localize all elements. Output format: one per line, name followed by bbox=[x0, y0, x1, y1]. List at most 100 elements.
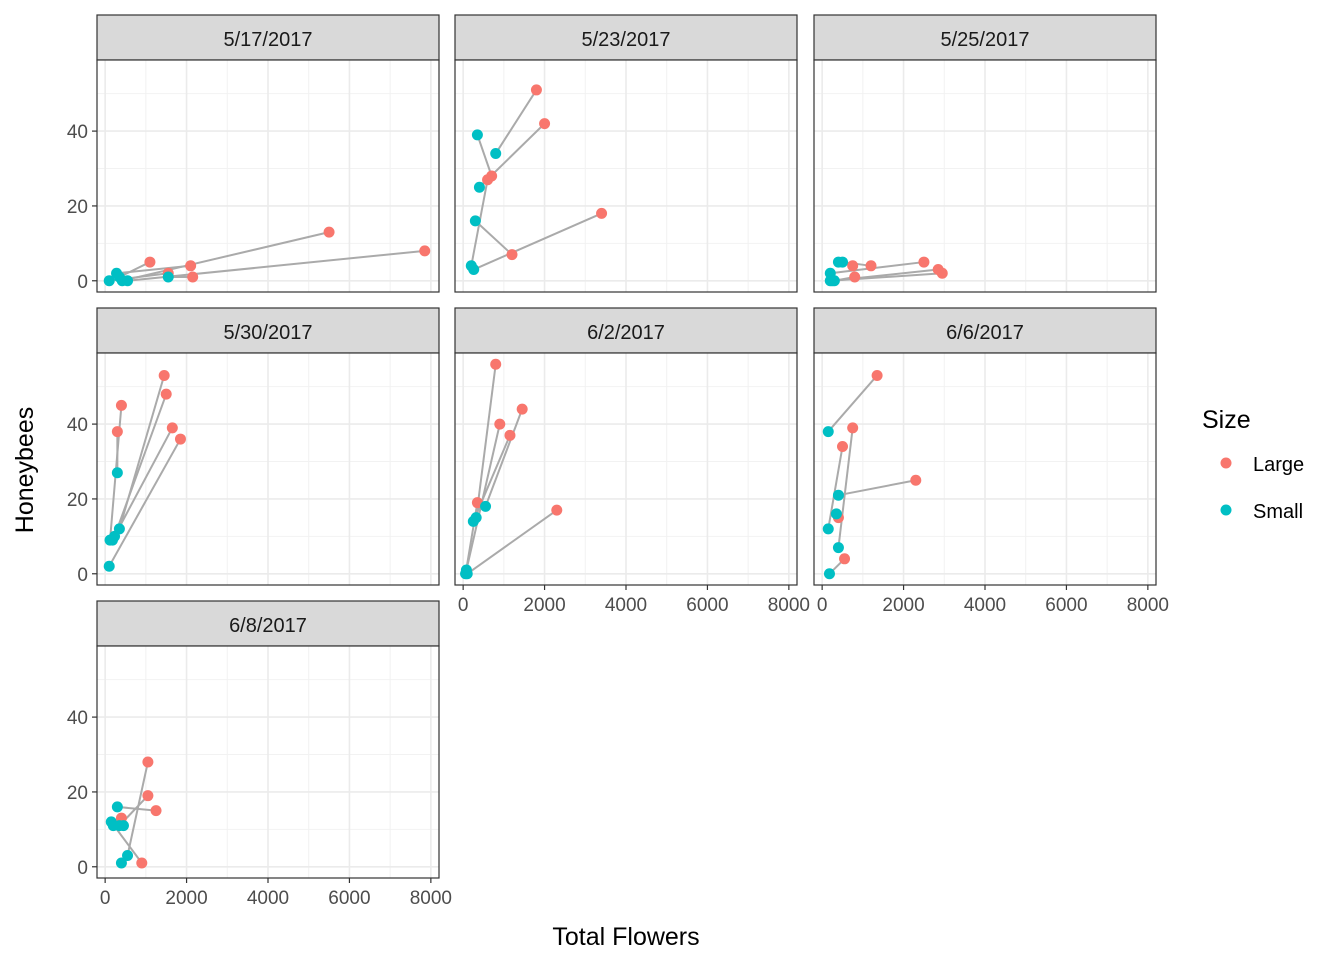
data-point-large bbox=[539, 118, 551, 130]
data-point-large bbox=[839, 553, 851, 565]
data-point-large bbox=[136, 857, 148, 869]
data-point-large bbox=[115, 399, 127, 411]
data-point-large bbox=[150, 805, 162, 817]
connector-line bbox=[494, 89, 538, 155]
legend-key-large bbox=[1220, 457, 1232, 469]
data-point-large bbox=[849, 271, 861, 283]
data-point-large bbox=[596, 207, 608, 219]
panel-4: 5/30/2017 0 20 40 bbox=[67, 307, 440, 586]
panel-2: 5/23/2017 bbox=[454, 14, 798, 293]
y-tick-label: 0 bbox=[77, 858, 88, 879]
data-point-large bbox=[419, 245, 431, 257]
panel-title: 5/23/2017 bbox=[582, 29, 671, 51]
data-point-large bbox=[482, 174, 494, 186]
panel-strip bbox=[454, 307, 798, 354]
x-tick-label: 4000 bbox=[605, 595, 647, 616]
panel-strip bbox=[96, 600, 440, 647]
x-tick-label: 4000 bbox=[247, 888, 289, 909]
data-point-large bbox=[174, 433, 186, 445]
data-point-small bbox=[115, 857, 127, 869]
data-point-large bbox=[323, 226, 335, 238]
connector-line bbox=[474, 220, 513, 256]
data-point-small bbox=[471, 129, 483, 141]
data-point-small bbox=[822, 426, 834, 438]
data-point-small bbox=[111, 467, 123, 479]
connector-line bbox=[484, 408, 524, 507]
x-tick-label: 8000 bbox=[768, 595, 810, 616]
x-tick-label: 8000 bbox=[410, 888, 452, 909]
x-tick-label: 2000 bbox=[882, 595, 924, 616]
panels-layer: 5/17/2017 0 20 40 5/23/2017 5/25/2017 5/30/201… bbox=[67, 14, 1169, 909]
data-point-small bbox=[823, 568, 835, 580]
connector-line bbox=[475, 364, 497, 518]
data-point-large bbox=[865, 260, 877, 272]
data-point-large bbox=[837, 441, 848, 453]
data-point-small bbox=[832, 542, 844, 554]
x-tick-label: 0 bbox=[100, 888, 111, 909]
panel-title: 6/2/2017 bbox=[587, 322, 665, 344]
connector-line bbox=[108, 438, 182, 567]
panel-title: 5/17/2017 bbox=[224, 29, 313, 51]
legend-label-small: Small bbox=[1253, 501, 1303, 523]
x-tick-label: 0 bbox=[817, 595, 828, 616]
panel-border bbox=[96, 352, 440, 586]
data-point-small bbox=[461, 568, 473, 580]
connector-line bbox=[113, 393, 168, 537]
data-point-small bbox=[473, 181, 485, 193]
data-point-large bbox=[111, 426, 123, 438]
data-point-large bbox=[506, 249, 518, 261]
legend-key-small bbox=[1220, 504, 1232, 516]
connector-line bbox=[837, 427, 854, 548]
panel-border bbox=[454, 59, 798, 293]
data-point-small bbox=[122, 850, 134, 862]
legend-title: Size bbox=[1202, 406, 1251, 434]
data-point-small bbox=[832, 489, 844, 501]
panel-3: 5/25/2017 bbox=[813, 14, 1157, 293]
panel-5: 6/2/2017 0 2000 4000 6000 8000 bbox=[454, 307, 810, 616]
data-point-small bbox=[117, 820, 129, 832]
x-tick-label: 0 bbox=[458, 595, 469, 616]
data-point-large bbox=[187, 271, 199, 283]
panel-title: 5/30/2017 bbox=[224, 322, 313, 344]
connector-line bbox=[466, 509, 558, 575]
data-point-large bbox=[530, 84, 542, 96]
data-point-small bbox=[162, 271, 174, 283]
connector-line bbox=[465, 423, 501, 571]
y-axis-title: Honeybees bbox=[11, 407, 39, 533]
data-point-large bbox=[185, 260, 197, 272]
x-tick-label: 4000 bbox=[964, 595, 1006, 616]
data-point-large bbox=[142, 790, 154, 802]
data-point-small bbox=[467, 515, 479, 527]
connector-line bbox=[827, 446, 844, 530]
data-point-small bbox=[837, 256, 848, 268]
data-point-small bbox=[122, 275, 134, 287]
panel-1: 5/17/2017 0 20 40 bbox=[67, 14, 440, 293]
connector-line bbox=[126, 761, 149, 856]
data-point-large bbox=[142, 756, 154, 768]
connector-line bbox=[476, 134, 493, 177]
data-point-small bbox=[111, 801, 123, 813]
data-point-large bbox=[504, 429, 516, 441]
panel-strip bbox=[96, 307, 440, 354]
connector-line bbox=[830, 261, 925, 275]
connector-line bbox=[838, 479, 916, 497]
data-point-large bbox=[144, 256, 156, 268]
data-point-large bbox=[871, 369, 883, 381]
panel-border bbox=[813, 59, 1157, 293]
connector-line bbox=[122, 231, 330, 282]
panel-strip bbox=[454, 14, 798, 61]
y-tick-label: 40 bbox=[67, 415, 88, 436]
data-point-large bbox=[910, 474, 922, 486]
y-tick-label: 20 bbox=[67, 197, 88, 218]
data-point-large bbox=[166, 422, 178, 434]
data-point-small bbox=[490, 148, 502, 160]
x-tick-label: 2000 bbox=[165, 888, 207, 909]
data-point-large bbox=[847, 260, 859, 272]
connector-line bbox=[111, 427, 174, 541]
y-tick-label: 20 bbox=[67, 490, 88, 511]
panel-title: 5/25/2017 bbox=[941, 29, 1030, 51]
data-point-large bbox=[158, 369, 170, 381]
data-point-small bbox=[480, 500, 492, 512]
data-point-small bbox=[103, 275, 115, 287]
